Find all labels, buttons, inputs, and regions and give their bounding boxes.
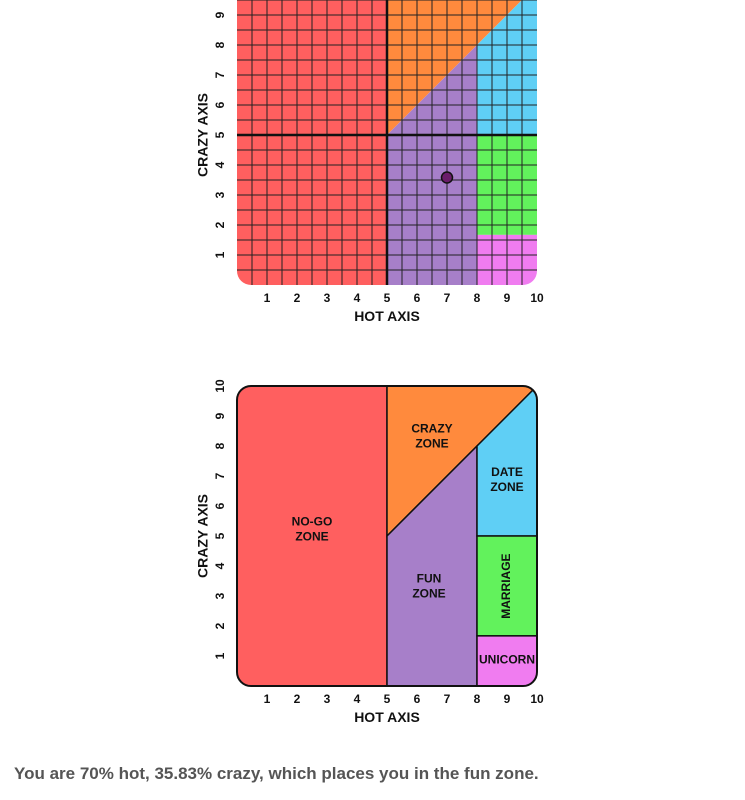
zone-label-crazy: CRAZY bbox=[411, 422, 452, 436]
y-tick-label: 4 bbox=[213, 562, 227, 569]
y-tick-label: 3 bbox=[213, 191, 227, 198]
y-tick-label: 6 bbox=[213, 101, 227, 108]
y-tick-label: 1 bbox=[213, 652, 227, 659]
x-tick-label: 4 bbox=[354, 291, 361, 305]
y-tick-label: 9 bbox=[213, 412, 227, 419]
x-tick-label: 2 bbox=[294, 692, 301, 706]
y-tick-label: 6 bbox=[213, 502, 227, 509]
zone-label-fun: FUN bbox=[417, 572, 442, 586]
x-tick-label: 9 bbox=[504, 291, 511, 305]
zone-label-crazy: ZONE bbox=[415, 437, 448, 451]
y-tick-label: 10 bbox=[213, 379, 227, 393]
y-tick-label: 9 bbox=[213, 11, 227, 18]
x-axis-label: HOT AXIS bbox=[354, 308, 420, 324]
x-tick-label: 5 bbox=[384, 692, 391, 706]
x-tick-label: 5 bbox=[384, 291, 391, 305]
x-tick-label: 10 bbox=[530, 692, 544, 706]
zone-no-go bbox=[237, 386, 388, 686]
chart-2: NO-GOZONECRAZYZONEFUNZONEDATEZONEMARRIAG… bbox=[195, 379, 544, 725]
x-tick-label: 1 bbox=[264, 692, 271, 706]
zone-label-marriage: MARRIAGE bbox=[499, 553, 513, 618]
x-tick-label: 8 bbox=[474, 291, 481, 305]
zone-label-date: DATE bbox=[491, 465, 523, 479]
x-tick-label: 9 bbox=[504, 692, 511, 706]
zone-label-no-go: ZONE bbox=[295, 530, 328, 544]
y-tick-label: 5 bbox=[213, 131, 227, 138]
y-tick-label: 4 bbox=[213, 161, 227, 168]
y-tick-label: 7 bbox=[213, 472, 227, 479]
x-tick-label: 6 bbox=[414, 291, 421, 305]
y-axis-label: CRAZY AXIS bbox=[195, 494, 211, 578]
zone-label-fun: ZONE bbox=[412, 587, 445, 601]
x-tick-label: 4 bbox=[354, 692, 361, 706]
x-axis-label: HOT AXIS bbox=[354, 709, 420, 725]
zone-label-date: ZONE bbox=[490, 480, 523, 494]
x-tick-label: 6 bbox=[414, 692, 421, 706]
chart-1: 1 2 3 4 5 6 7 8 9 10 1 2 3 4 5 6 7 8 9 HOT AXIS CRAZY AXIS bbox=[195, 0, 544, 324]
x-tick-label: 7 bbox=[444, 291, 451, 305]
y-tick-label: 2 bbox=[213, 221, 227, 228]
x-tick-label: 1 bbox=[264, 291, 271, 305]
zone-label-no-go: NO-GO bbox=[292, 515, 333, 529]
y-tick-label: 8 bbox=[213, 41, 227, 48]
y-tick-label: 5 bbox=[213, 532, 227, 539]
zone-unicorn bbox=[476, 635, 537, 686]
grid bbox=[237, 0, 537, 285]
x-tick-label: 3 bbox=[324, 291, 331, 305]
y-tick-label: 1 bbox=[213, 251, 227, 258]
result-text: You are 70% hot, 35.83% crazy, which pla… bbox=[14, 764, 539, 783]
x-tick-label: 8 bbox=[474, 692, 481, 706]
y-tick-label: 3 bbox=[213, 592, 227, 599]
chart-border bbox=[236, 385, 538, 687]
result-point bbox=[440, 171, 454, 184]
y-tick-label: 2 bbox=[213, 622, 227, 629]
y-axis-label: CRAZY AXIS bbox=[195, 93, 211, 177]
y-tick-label: 8 bbox=[213, 442, 227, 449]
x-tick-label: 7 bbox=[444, 692, 451, 706]
x-tick-label: 3 bbox=[324, 692, 331, 706]
y-tick-label: 7 bbox=[213, 71, 227, 78]
x-tick-label: 10 bbox=[530, 291, 544, 305]
zone-label-unicorn: UNICORN bbox=[479, 653, 535, 667]
x-tick-label: 2 bbox=[294, 291, 301, 305]
